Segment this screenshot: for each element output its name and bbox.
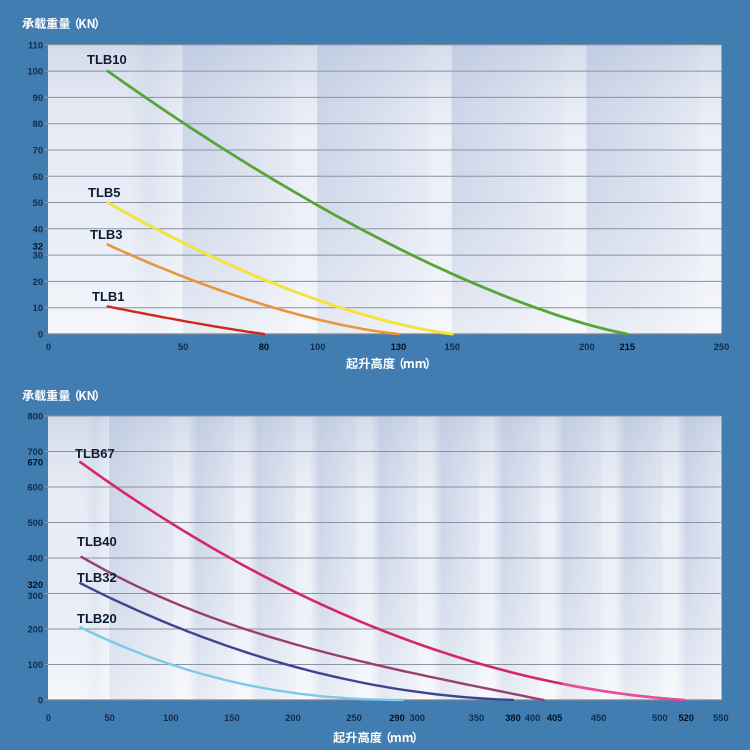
svg-text:0: 0	[38, 330, 43, 340]
svg-text:200: 200	[285, 713, 301, 723]
svg-text:450: 450	[591, 713, 607, 723]
svg-text:80: 80	[259, 342, 269, 352]
svg-text:290: 290	[389, 713, 405, 723]
svg-text:70: 70	[33, 146, 43, 156]
svg-text:670: 670	[27, 458, 43, 468]
svg-text:TLB67: TLB67	[75, 446, 115, 461]
svg-text:90: 90	[33, 93, 43, 103]
svg-text:60: 60	[33, 172, 43, 182]
svg-text:300: 300	[27, 591, 43, 601]
svg-text:130: 130	[391, 342, 407, 352]
svg-text:32: 32	[33, 241, 43, 251]
svg-text:200: 200	[27, 625, 43, 635]
svg-text:380: 380	[505, 713, 521, 723]
svg-text:0: 0	[38, 696, 43, 706]
svg-text:550: 550	[713, 713, 729, 723]
svg-text:TLB5: TLB5	[88, 185, 121, 200]
svg-text:110: 110	[28, 40, 43, 50]
svg-text:TLB1: TLB1	[92, 289, 125, 304]
svg-text:215: 215	[620, 342, 636, 352]
svg-text:800: 800	[27, 412, 43, 422]
svg-text:30: 30	[33, 251, 43, 261]
svg-text:50: 50	[178, 342, 188, 352]
svg-text:TLB20: TLB20	[77, 611, 117, 626]
svg-text:TLB40: TLB40	[77, 534, 117, 549]
svg-text:150: 150	[224, 713, 240, 723]
svg-text:350: 350	[469, 713, 485, 723]
svg-text:400: 400	[525, 713, 541, 723]
svg-text:500: 500	[27, 518, 43, 528]
svg-text:80: 80	[33, 119, 43, 129]
svg-text:405: 405	[547, 713, 563, 723]
svg-text:TLB3: TLB3	[90, 227, 123, 242]
svg-text:20: 20	[33, 277, 43, 287]
svg-text:200: 200	[579, 342, 595, 352]
svg-text:10: 10	[33, 303, 43, 313]
svg-text:0: 0	[46, 342, 51, 352]
svg-text:50: 50	[33, 198, 43, 208]
svg-text:TLB10: TLB10	[87, 52, 127, 67]
svg-text:600: 600	[27, 483, 43, 493]
svg-text:50: 50	[104, 713, 114, 723]
svg-text:250: 250	[346, 713, 362, 723]
svg-text:0: 0	[46, 713, 51, 723]
svg-text:300: 300	[409, 713, 425, 723]
svg-text:100: 100	[27, 660, 43, 670]
svg-text:40: 40	[33, 224, 43, 234]
svg-text:100: 100	[310, 342, 326, 352]
svg-text:700: 700	[27, 447, 43, 457]
svg-text:520: 520	[678, 713, 694, 723]
svg-text:100: 100	[27, 67, 43, 77]
svg-text:500: 500	[652, 713, 668, 723]
svg-text:400: 400	[27, 554, 43, 564]
svg-text:150: 150	[445, 342, 461, 352]
svg-text:TLB32: TLB32	[77, 570, 117, 585]
svg-text:250: 250	[714, 342, 730, 352]
svg-text:100: 100	[163, 713, 179, 723]
svg-text:320: 320	[27, 580, 43, 590]
